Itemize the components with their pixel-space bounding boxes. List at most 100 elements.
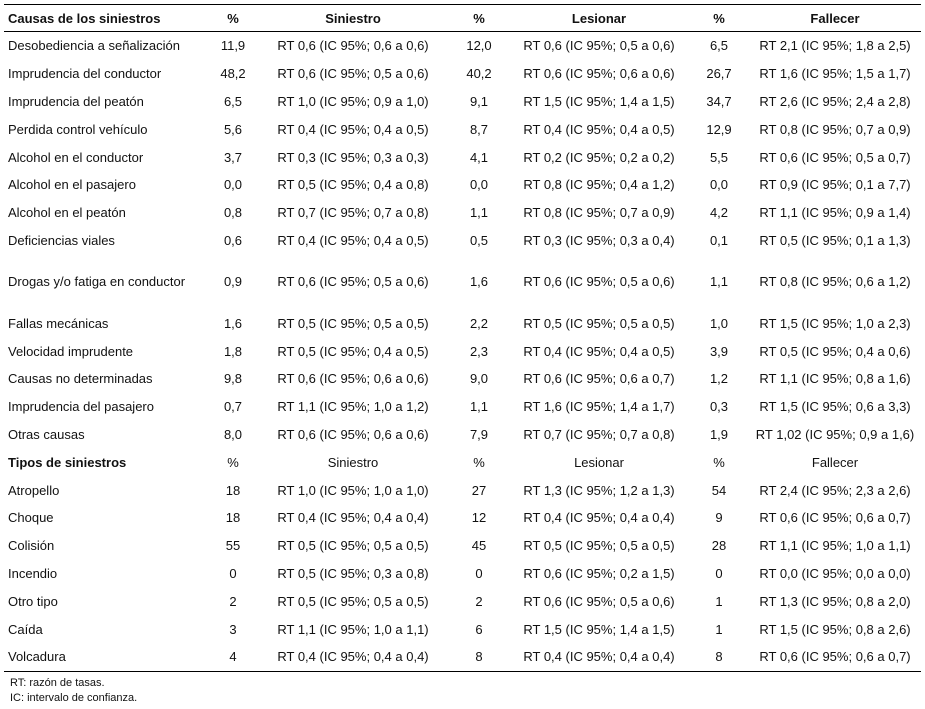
table-row: Deficiencias viales 0,6 RT 0,4 (IC 95%; 0,… xyxy=(4,227,921,255)
table-row: Desobediencia a señalización 11,9 RT 0,6 (… xyxy=(4,32,921,60)
header-cell-pct-fallecer: % xyxy=(689,4,749,32)
cell-pct-siniestro: 1,8 xyxy=(223,343,243,359)
cell-lesionar: RT 0,8 (IC 95%; 0,7 a 0,9) xyxy=(523,205,675,221)
cell-lesionar: RT 0,4 (IC 95%; 0,4 a 0,5) xyxy=(523,343,675,359)
header-cell-pct-siniestro: % xyxy=(209,4,257,32)
cell-pct-lesionar: 9,0 xyxy=(469,371,489,387)
header-cell-pct-lesionar: % xyxy=(449,4,509,32)
table-row: Imprudencia del pasajero 0,7 RT 1,1 (IC 95… xyxy=(4,393,921,421)
cell-pct-siniestro: 0,6 xyxy=(223,232,243,248)
section-header-row: Tipos de siniestros% Siniestro% Lesionar% F… xyxy=(4,448,921,476)
cell-fallecer: RT 1,1 (IC 95%; 0,8 a 1,6) xyxy=(759,371,911,387)
cell-pct-fallecer: 3,9 xyxy=(709,343,729,359)
cell-siniestro: RT 0,5 (IC 95%; 0,4 a 0,8) xyxy=(277,177,429,193)
cell-pct-fallecer: 1 xyxy=(715,621,723,637)
cell-label: Otro tipo xyxy=(8,593,58,609)
cell-pct-lesionar: 12,0 xyxy=(466,38,492,54)
cell-pct-siniestro: 18 xyxy=(225,510,241,526)
cell-lesionar: RT 0,4 (IC 95%; 0,4 a 0,4) xyxy=(523,510,675,526)
table-row: Perdida control vehículo 5,6 RT 0,4 (IC 95… xyxy=(4,115,921,143)
cell-siniestro: RT 0,5 (IC 95%; 0,4 a 0,5) xyxy=(277,343,429,359)
table-row: Caída 3 RT 1,1 (IC 95%; 1,0 a 1,1) 6 RT 1,5 … xyxy=(4,615,921,643)
cell-pct-lesionar: 0 xyxy=(475,565,483,581)
cell-fallecer: RT 1,1 (IC 95%; 1,0 a 1,1) xyxy=(759,538,911,554)
cell-siniestro: RT 1,1 (IC 95%; 1,0 a 1,2) xyxy=(277,399,429,415)
cell-lesionar: RT 0,5 (IC 95%; 0,5 a 0,5) xyxy=(523,315,675,331)
cell-label: Caída xyxy=(8,621,43,637)
cell-label: Alcohol en el conductor xyxy=(8,149,144,165)
cell-pct-lesionar: % xyxy=(473,454,485,470)
cell-fallecer: RT 1,5 (IC 95%; 0,8 a 2,6) xyxy=(759,621,911,637)
cell-lesionar: RT 0,6 (IC 95%; 0,5 a 0,6) xyxy=(523,38,675,54)
cell-siniestro: RT 0,5 (IC 95%; 0,5 a 0,5) xyxy=(277,315,429,331)
cell-pct-fallecer: 1,1 xyxy=(709,274,729,290)
cell-fallecer: RT 1,02 (IC 95%; 0,9 a 1,6) xyxy=(755,426,915,442)
cell-siniestro: RT 1,0 (IC 95%; 1,0 a 1,0) xyxy=(277,482,429,498)
cell-label: Imprudencia del conductor xyxy=(8,66,162,82)
cell-lesionar: RT 1,3 (IC 95%; 1,2 a 1,3) xyxy=(523,482,675,498)
cell-fallecer: RT 0,5 (IC 95%; 0,1 a 1,3) xyxy=(759,232,911,248)
header-row: Causas de los siniestros % Siniestro % L… xyxy=(4,4,921,32)
cell-siniestro: RT 1,0 (IC 95%; 0,9 a 1,0) xyxy=(277,93,429,109)
table-notes: RT: razón de tasas. IC: intervalo de con… xyxy=(10,676,137,706)
cell-fallecer: RT 1,1 (IC 95%; 0,9 a 1,4) xyxy=(759,205,911,221)
cell-lesionar: RT 0,4 (IC 95%; 0,4 a 0,4) xyxy=(509,642,689,672)
cell-pct-siniestro: 48,2 xyxy=(220,66,246,82)
cell-pct-fallecer: 0 xyxy=(715,565,723,581)
cell-lesionar: RT 0,6 (IC 95%; 0,6 a 0,6) xyxy=(523,66,675,82)
cell-fallecer: RT 2,4 (IC 95%; 2,3 a 2,6) xyxy=(759,482,911,498)
cell-pct-lesionar: 0,5 xyxy=(469,232,489,248)
cell-pct-fallecer: 1,0 xyxy=(709,315,729,331)
table-row: Atropello 18 RT 1,0 (IC 95%; 1,0 a 1,0) 27 R… xyxy=(4,476,921,504)
cell-pct-fallecer: 4,2 xyxy=(709,205,729,221)
cell-pct-lesionar: 27 xyxy=(471,482,487,498)
cell-label: Tipos de siniestros xyxy=(8,454,127,470)
cell-pct-fallecer: 28 xyxy=(711,538,727,554)
cell-pct-fallecer: 5,5 xyxy=(709,149,729,165)
cell-fallecer: RT 1,3 (IC 95%; 0,8 a 2,0) xyxy=(759,593,911,609)
cell-lesionar: RT 1,5 (IC 95%; 1,4 a 1,5) xyxy=(523,621,675,637)
cell-label: Volcadura xyxy=(4,642,209,672)
cell-pct-lesionar: 1,1 xyxy=(469,205,489,221)
cell-pct-siniestro: 2 xyxy=(229,593,237,609)
table-row: Drogas y/o fatiga en conductor 0,9 RT 0,6 … xyxy=(4,254,921,309)
cell-siniestro: RT 0,4 (IC 95%; 0,4 a 0,5) xyxy=(277,232,429,248)
cell-label: Drogas y/o fatiga en conductor xyxy=(8,274,186,290)
cell-fallecer: RT 1,5 (IC 95%; 0,6 a 3,3) xyxy=(759,399,911,415)
cell-lesionar: RT 0,6 (IC 95%; 0,6 a 0,7) xyxy=(523,371,675,387)
cell-pct-siniestro: 3 xyxy=(229,621,237,637)
cell-pct-fallecer: 54 xyxy=(711,482,727,498)
table-row: Fallas mecánicas 1,6 RT 0,5 (IC 95%; 0,5 a… xyxy=(4,309,921,337)
cell-lesionar: RT 0,2 (IC 95%; 0,2 a 0,2) xyxy=(523,149,675,165)
cell-pct-fallecer: 26,7 xyxy=(706,66,732,82)
note-ic: IC: intervalo de confianza. xyxy=(10,692,138,704)
cell-pct-fallecer: 0,1 xyxy=(709,232,729,248)
cell-label: Velocidad imprudente xyxy=(8,343,134,359)
cell-pct-siniestro: % xyxy=(227,454,239,470)
cell-label: Desobediencia a señalización xyxy=(8,38,181,54)
cell-pct-lesionar: 8,7 xyxy=(469,121,489,137)
cell-pct-lesionar: 2,2 xyxy=(469,315,489,331)
cell-siniestro: RT 0,4 (IC 95%; 0,4 a 0,5) xyxy=(277,121,429,137)
cell-lesionar: RT 0,7 (IC 95%; 0,7 a 0,8) xyxy=(523,426,675,442)
cell-pct-siniestro: 0 xyxy=(229,565,237,581)
cell-label: Alcohol en el pasajero xyxy=(8,177,136,193)
cell-pct-siniestro: 18 xyxy=(225,482,241,498)
cell-siniestro: RT 0,6 (IC 95%; 0,6 a 0,6) xyxy=(277,38,429,54)
cell-fallecer: RT 2,1 (IC 95%; 1,8 a 2,5) xyxy=(759,38,911,54)
header-cell-causas: Causas de los siniestros xyxy=(4,4,209,32)
cell-label: Imprudencia del peatón xyxy=(8,93,144,109)
cell-pct-lesionar: 7,9 xyxy=(469,426,489,442)
cell-label: Perdida control vehículo xyxy=(8,121,148,137)
cell-fallecer: Fallecer xyxy=(811,454,859,470)
header-cell-fallecer: Fallecer xyxy=(749,4,921,32)
cell-pct-fallecer: 0,0 xyxy=(709,177,729,193)
cell-lesionar: Lesionar xyxy=(574,454,624,470)
cell-pct-siniestro: 5,6 xyxy=(223,121,243,137)
cell-pct-siniestro: 1,6 xyxy=(223,315,243,331)
cell-siniestro: RT 0,5 (IC 95%; 0,3 a 0,8) xyxy=(277,565,429,581)
cell-pct-lesionar: 1,6 xyxy=(469,274,489,290)
cell-lesionar: RT 0,8 (IC 95%; 0,4 a 1,2) xyxy=(523,177,675,193)
cell-fallecer: RT 0,6 (IC 95%; 0,6 a 0,7) xyxy=(749,642,921,672)
cell-pct-lesionar: 40,2 xyxy=(466,66,492,82)
